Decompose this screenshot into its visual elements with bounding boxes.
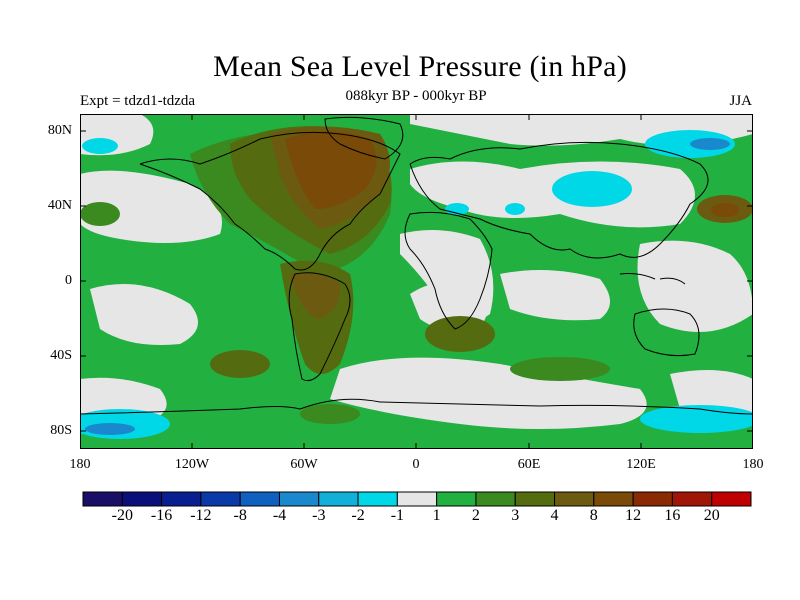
colorbar-box (514, 491, 556, 507)
colorbar-label: 12 (625, 507, 642, 524)
experiment-label: Expt = tdzd1-tdzda (80, 93, 196, 109)
south-indian-olive (510, 357, 610, 381)
colorbar (82, 491, 752, 507)
colorbar-box (161, 491, 202, 507)
colorbar-label: 2 (471, 507, 480, 524)
colorbar-box (436, 491, 477, 507)
colorbar-box (593, 491, 634, 507)
lon-label-120w: 120W (174, 457, 210, 472)
nw-pacific-dark-brown (711, 203, 739, 217)
colorbar-label: -8 (233, 507, 247, 524)
southern-ocean-grey (330, 357, 647, 429)
moderate-negative-regions (80, 130, 753, 439)
lon-label-180e: 180 (742, 457, 764, 472)
eurasia-coast (409, 141, 709, 259)
season-label: JJA (729, 93, 752, 109)
colorbar-box (711, 491, 752, 507)
colorbar-box (278, 491, 320, 507)
colorbar-box (318, 491, 359, 507)
australia-coast (633, 308, 700, 357)
map-ticks (80, 114, 753, 449)
north-pacific-grey (80, 170, 222, 243)
colorbar-box (200, 491, 241, 507)
colorbar-box (632, 491, 673, 507)
colorbar-box (239, 491, 280, 507)
period-subtitle: 088kyr BP - 000kyr BP (345, 88, 487, 104)
colorbar-label: 20 (703, 507, 720, 524)
lat-label-80s: 80S (50, 423, 72, 438)
antarctic-olive (300, 404, 360, 424)
indian-ocean-grey (500, 270, 610, 321)
colorbar-label: -4 (272, 507, 287, 524)
pressure-map (80, 114, 753, 449)
lon-label-60w: 60W (290, 457, 318, 472)
colorbar-box (475, 491, 516, 507)
north-america-coast (139, 131, 401, 271)
siberia-cyan (552, 171, 632, 207)
south-america-brown (290, 272, 341, 319)
coastlines (80, 116, 753, 415)
greenland-coast (324, 116, 404, 160)
nw-pacific-cyan (82, 138, 118, 154)
colorbar-box (671, 491, 713, 507)
south-pacific-grey (90, 284, 198, 345)
africa-grey (400, 230, 494, 323)
page-title: Mean Sea Level Pressure (in hPa) (213, 50, 627, 83)
colorbar-box (357, 491, 398, 507)
lon-label-60e: 60E (517, 457, 541, 472)
africa-coast (404, 211, 493, 330)
south-pacific-olive (210, 350, 270, 378)
north-america-dark-brown (285, 131, 377, 209)
antarctica-coast (80, 398, 753, 415)
colorbar-box (121, 491, 163, 507)
colorbar-box (554, 491, 595, 507)
lat-label-0: 0 (65, 273, 72, 288)
strong-negative-regions (85, 138, 730, 435)
south-atlantic-olive (425, 316, 495, 352)
lon-label-120e: 120E (626, 457, 656, 472)
ross-sea-blue (85, 423, 135, 435)
eurasia-grey (410, 161, 695, 228)
lon-label-0: 0 (412, 457, 420, 472)
bering-blue (690, 138, 730, 150)
colorbar-label: 3 (511, 507, 520, 524)
positive-regions (80, 126, 753, 424)
colorbar-label: -12 (190, 507, 212, 524)
lon-label-180w: 180 (69, 457, 91, 472)
colorbar-label: 8 (589, 507, 598, 524)
lat-label-40n: 40N (47, 198, 72, 213)
south-america-coast (288, 272, 351, 382)
lat-label-80n: 80N (47, 123, 72, 138)
colorbar-label: 4 (550, 507, 559, 524)
colorbar-label: -16 (150, 507, 173, 524)
caspian-cyan (505, 203, 525, 215)
colorbar-label: -1 (390, 507, 405, 524)
colorbar-label: 16 (664, 507, 681, 524)
colorbar-label: -3 (312, 507, 326, 524)
lat-label-40s: 40S (50, 348, 72, 363)
colorbar-label: -2 (351, 507, 365, 524)
indonesia-coast (619, 273, 686, 285)
colorbar-label: -20 (111, 507, 133, 524)
north-pacific-olive (80, 202, 120, 226)
colorbar-box (82, 491, 123, 507)
colorbar-label: 1 (432, 507, 441, 524)
colorbar-box (396, 491, 438, 507)
